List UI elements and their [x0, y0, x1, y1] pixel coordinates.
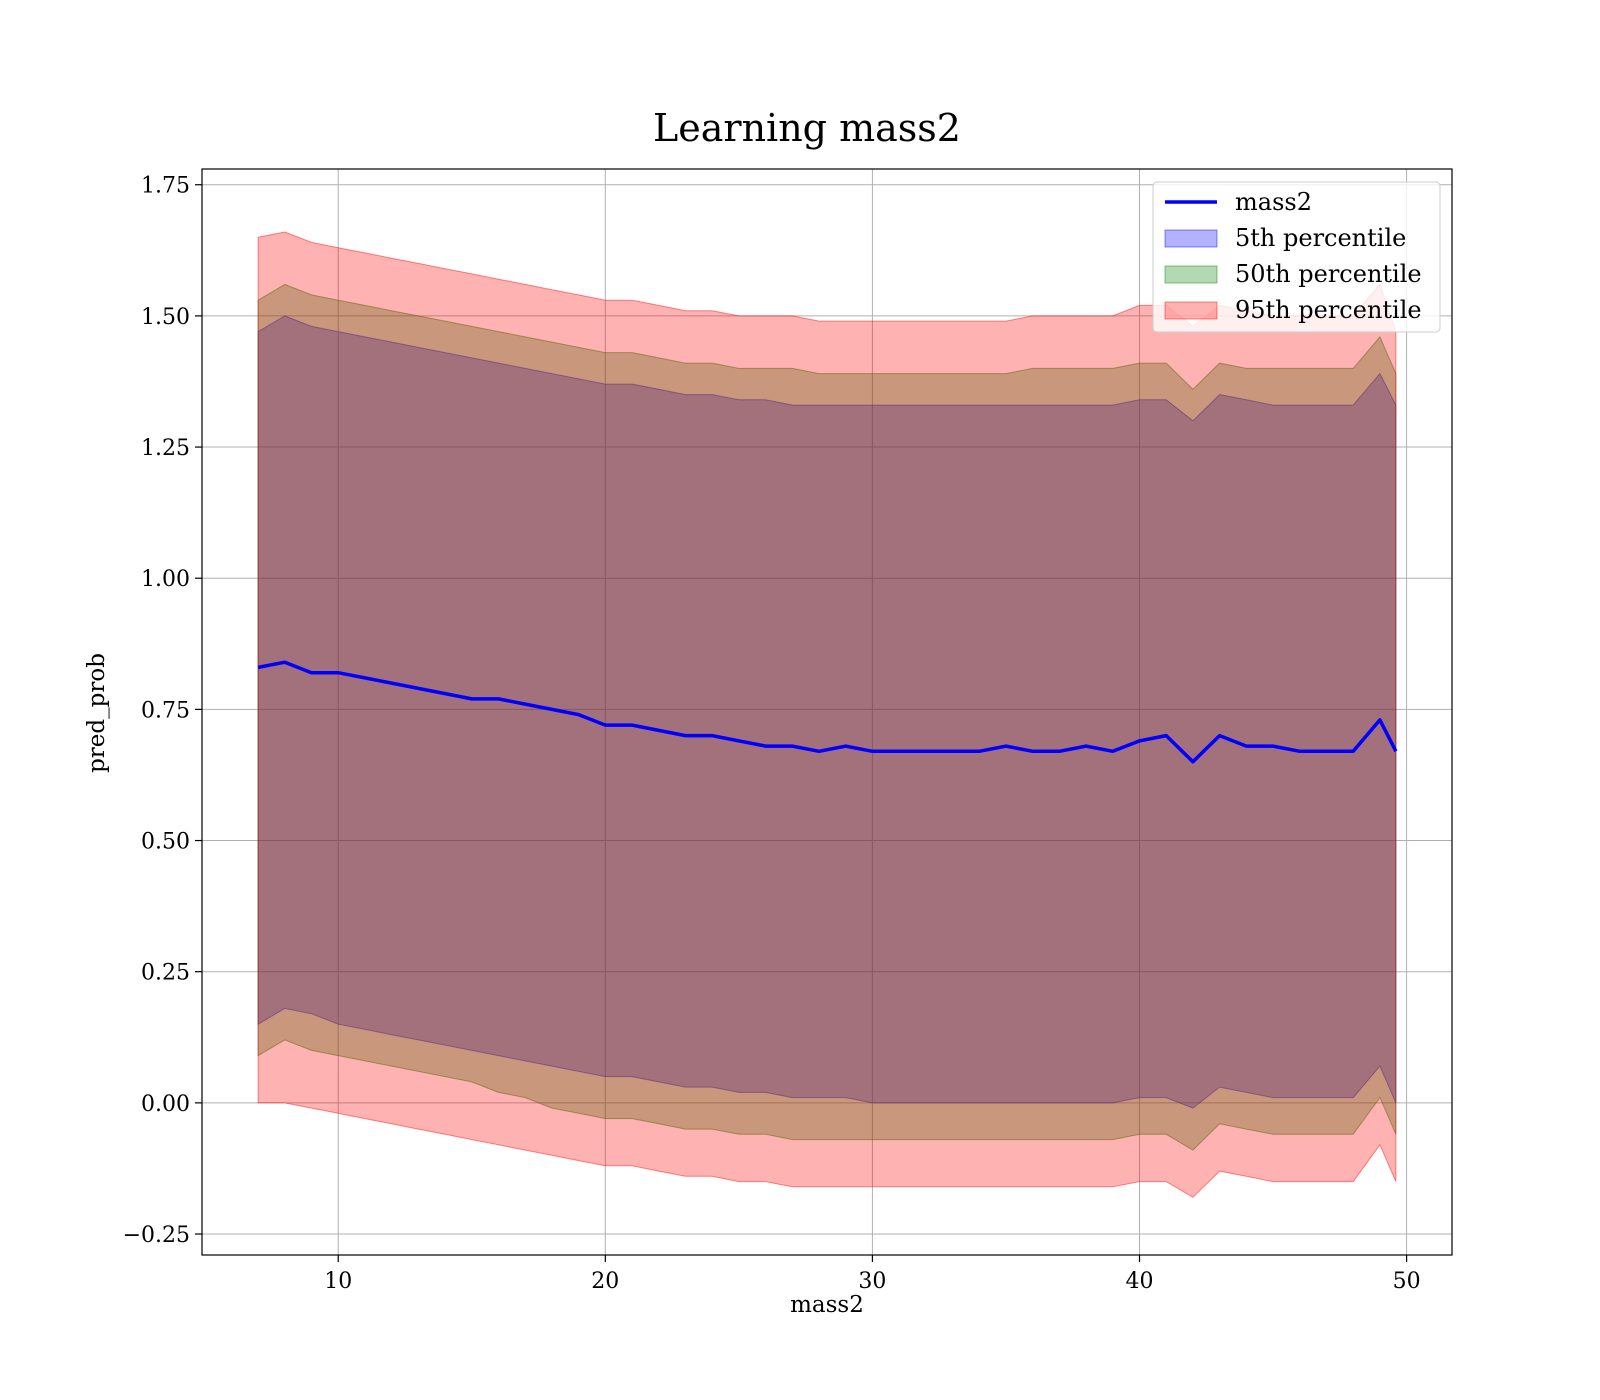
legend-items: mass2 5th percentile 50th percentile 95th p… [1164, 188, 1422, 324]
y-axis-label: pred_prob [84, 653, 110, 773]
y-tick-label: 0.50 [141, 830, 190, 855]
x-tick-label: 30 [858, 1269, 886, 1294]
x-tick-label: 10 [324, 1269, 352, 1294]
legend-label: 95th percentile [1235, 296, 1422, 324]
legend-box [1152, 181, 1441, 333]
band-50th-percentile [257, 283, 1397, 1151]
legend: mass2 5th percentile 50th percentile 95th p… [1152, 181, 1441, 333]
legend-swatch-band [1164, 229, 1218, 248]
legend-label: mass2 [1235, 188, 1312, 216]
series-lines [257, 660, 1398, 764]
x-tick-label: 40 [1126, 1269, 1154, 1294]
legend-label: 5th percentile [1235, 224, 1406, 252]
y-tick-label: 1.75 [141, 174, 190, 199]
legend-label: 50th percentile [1235, 260, 1422, 288]
y-tick-label: 0.75 [141, 698, 190, 723]
y-tick-label: 0.25 [141, 961, 190, 986]
y-tick-label: 0.00 [141, 1092, 190, 1117]
legend-swatch-band [1164, 265, 1218, 284]
y-tick-label: 1.00 [141, 567, 190, 592]
y-tick-label: 1.25 [141, 436, 190, 461]
percentile-bands [257, 231, 1397, 1198]
grid-lines [202, 169, 1452, 1255]
band-5th-percentile [257, 315, 1397, 1109]
y-tick-label: −0.25 [123, 1223, 190, 1248]
plot-frame [201, 168, 1453, 1256]
x-axis-label: mass2 [790, 1292, 864, 1318]
series-line-mass2 [257, 660, 1398, 764]
x-tick-label: 50 [1393, 1269, 1421, 1294]
y-tick-label: 1.50 [141, 305, 190, 330]
axis-ticks: 10 20 30 40 50 −0.25 0.00 0.25 0.50 0.75 1.00 1.25 1… [123, 174, 1421, 1294]
x-tick-label: 20 [591, 1269, 619, 1294]
legend-swatch-band [1164, 301, 1218, 320]
chart-title: Learning mass2 [653, 106, 961, 150]
band-95th-percentile [257, 231, 1397, 1198]
